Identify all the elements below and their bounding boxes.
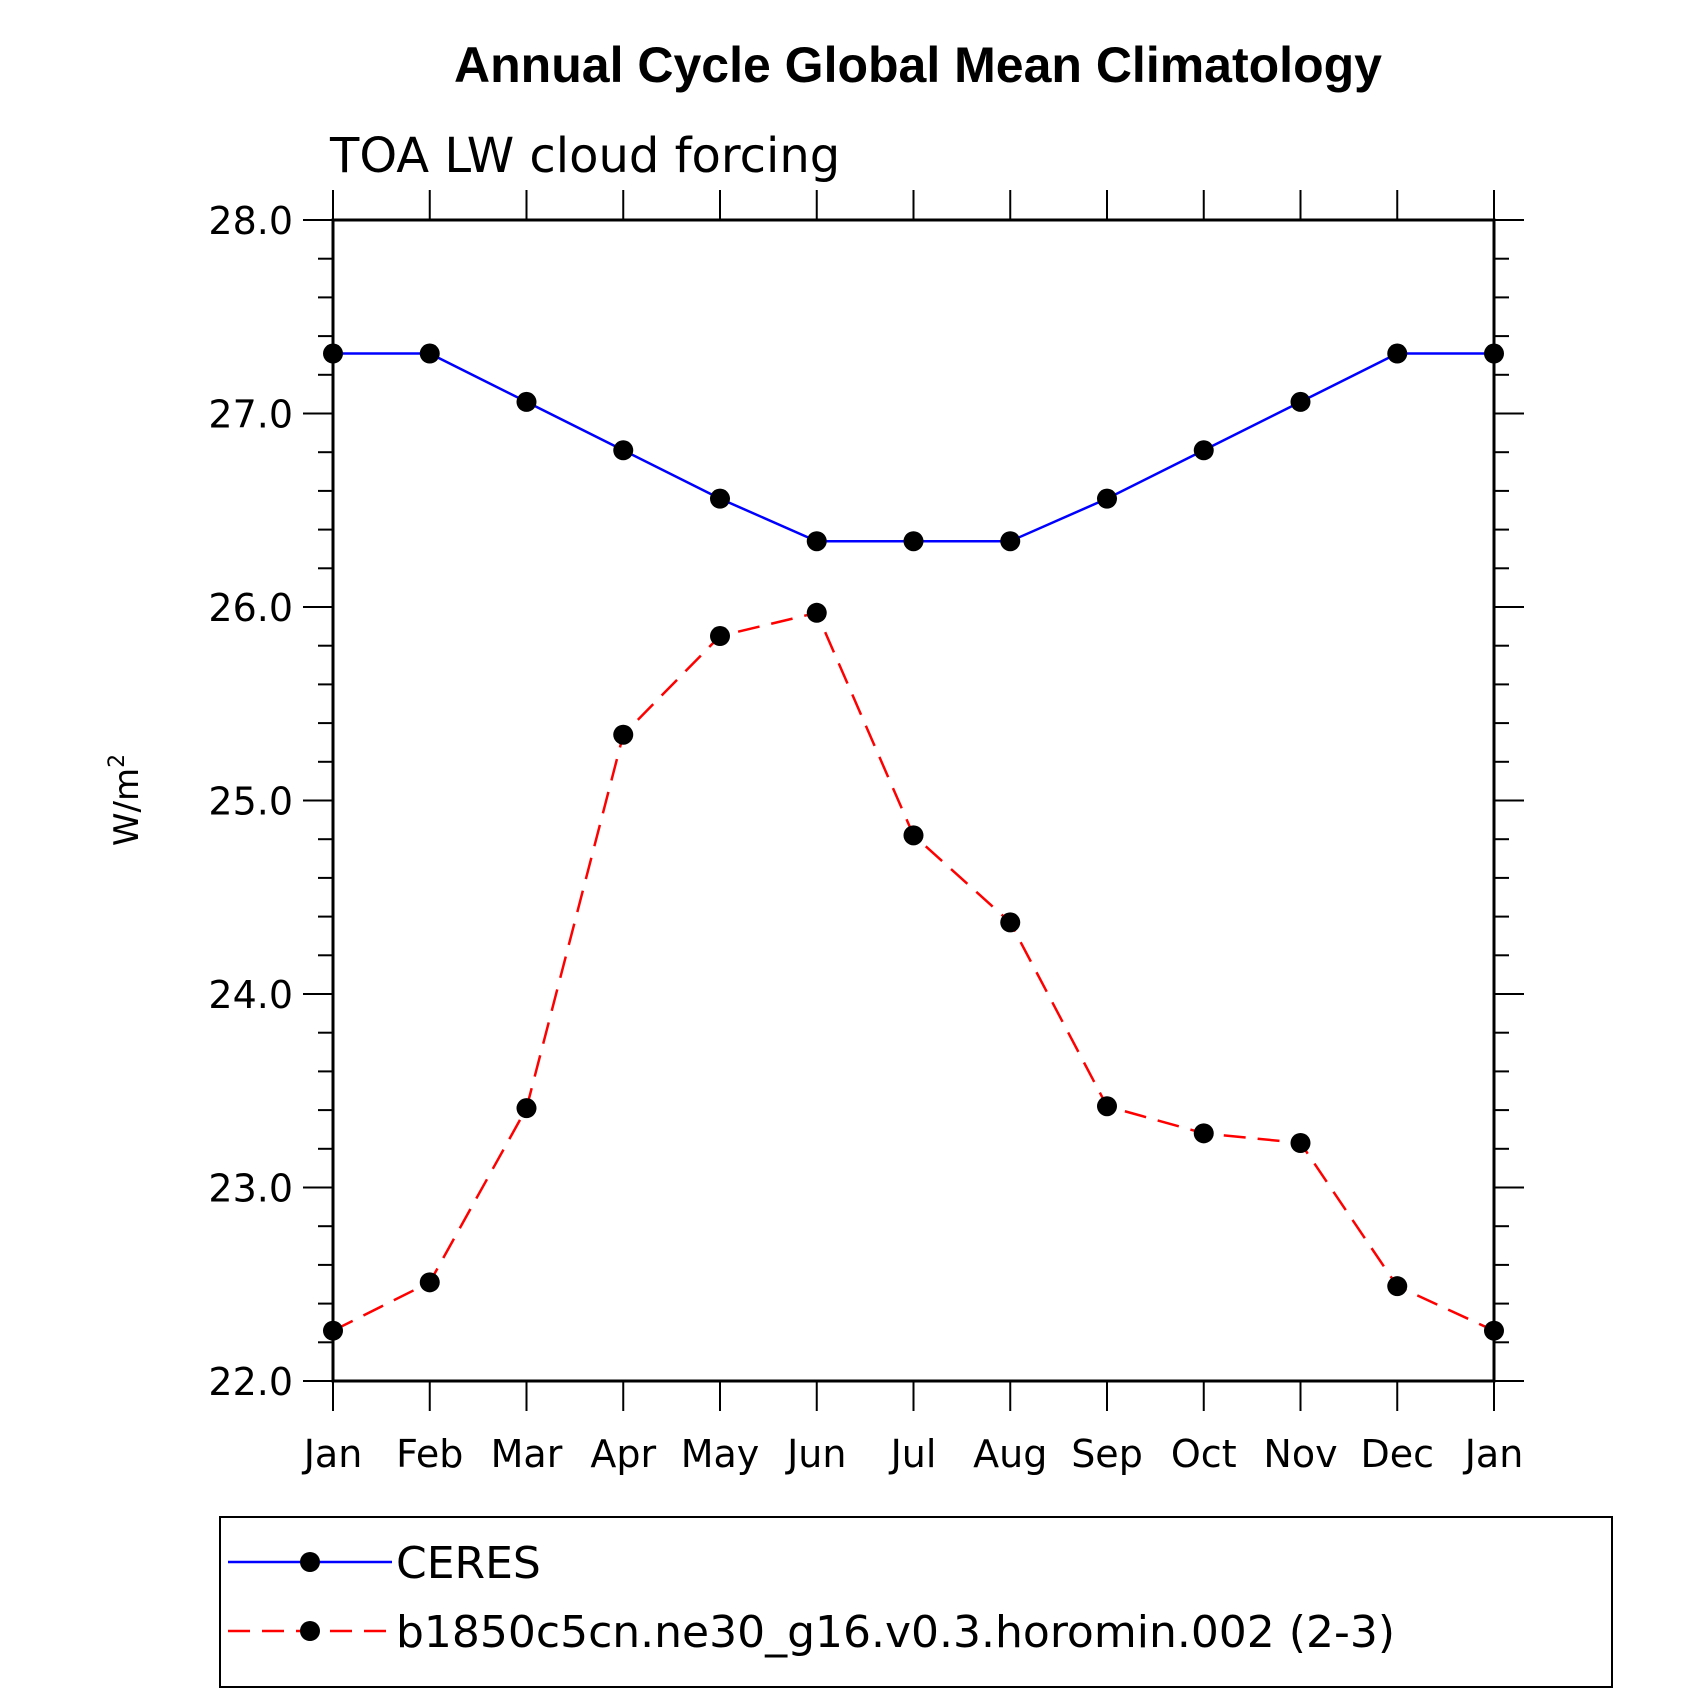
x-tick-label: Jan — [1463, 1432, 1524, 1476]
data-point — [1484, 1320, 1504, 1341]
legend-swatch-marker — [300, 1621, 320, 1641]
series-2 — [323, 602, 1504, 1341]
x-tick-label: Nov — [1263, 1432, 1337, 1476]
data-point — [1290, 1132, 1311, 1153]
data-point — [1387, 343, 1408, 364]
data-point — [419, 1272, 440, 1293]
x-tick-label: May — [681, 1432, 760, 1476]
plot-frame — [331, 218, 1496, 1383]
data-point — [323, 343, 343, 364]
data-point — [419, 343, 440, 364]
data-point — [1097, 1096, 1117, 1117]
y-axis: 22.0 23.0 24.0 25.0 26.0 27.0 28.0 — [208, 199, 1524, 1404]
x-tick-label: Jul — [889, 1432, 937, 1476]
legend-swatch-marker — [300, 1552, 320, 1572]
data-point — [806, 531, 827, 552]
y-tick-label: 23.0 — [208, 1167, 293, 1211]
data-point — [1000, 912, 1021, 933]
data-point — [1484, 343, 1504, 364]
legend-item: CERES — [228, 1538, 541, 1589]
legend-label: b1850c5cn.ne30_g16.v0.3.horomin.002 (2-3… — [396, 1607, 1395, 1658]
x-tick-label: Dec — [1360, 1432, 1434, 1476]
x-tick-label: Sep — [1071, 1432, 1143, 1476]
data-point — [1097, 488, 1117, 509]
data-point — [1290, 391, 1311, 412]
series-line — [333, 352, 1494, 543]
legend-item: b1850c5cn.ne30_g16.v0.3.horomin.002 (2-3… — [228, 1607, 1395, 1658]
data-point — [613, 440, 634, 461]
data-point — [710, 488, 730, 509]
series-layer — [323, 343, 1504, 1341]
data-point — [903, 825, 924, 846]
data-point — [613, 724, 634, 745]
data-point — [710, 626, 730, 647]
x-tick-label: Jan — [302, 1432, 363, 1476]
x-tick-label: Feb — [396, 1432, 463, 1476]
y-tick-label: 26.0 — [208, 586, 293, 630]
legend-label: CERES — [396, 1538, 541, 1589]
legend: CERES b1850c5cn.ne30_g16.v0.3.horomin.002… — [219, 1516, 1613, 1688]
y-tick-label: 22.0 — [208, 1360, 293, 1404]
series-1 — [323, 343, 1504, 552]
data-point — [903, 531, 924, 552]
x-tick-label: Jun — [785, 1432, 846, 1476]
plot-border — [331, 218, 1496, 1383]
y-tick-label: 28.0 — [208, 199, 293, 243]
y-tick-label: 27.0 — [208, 393, 293, 437]
data-point — [806, 602, 827, 623]
chart-title: Annual Cycle Global Mean Climatology — [454, 37, 1382, 93]
chart-subtitle: TOA LW cloud forcing — [329, 128, 840, 184]
x-tick-label: Oct — [1171, 1432, 1237, 1476]
y-tick-label: 24.0 — [208, 973, 293, 1017]
y-axis-label: W/m2 — [105, 754, 147, 846]
x-tick-label: Apr — [590, 1432, 656, 1476]
y-tick-label: 25.0 — [208, 780, 293, 824]
data-point — [516, 391, 537, 412]
series-line — [332, 611, 1495, 1332]
data-point — [516, 1098, 537, 1119]
data-point — [1193, 1123, 1214, 1144]
x-tick-label: Aug — [973, 1432, 1047, 1476]
x-axis: Jan Feb Mar Apr May Jun Jul Aug Sep Oct Nov Dec Jan — [302, 190, 1524, 1476]
x-tick-label: Mar — [491, 1432, 563, 1476]
data-point — [1000, 531, 1021, 552]
data-point — [1193, 440, 1214, 461]
legend-box — [219, 1516, 1613, 1688]
data-point — [1387, 1276, 1408, 1297]
data-point — [323, 1320, 343, 1341]
